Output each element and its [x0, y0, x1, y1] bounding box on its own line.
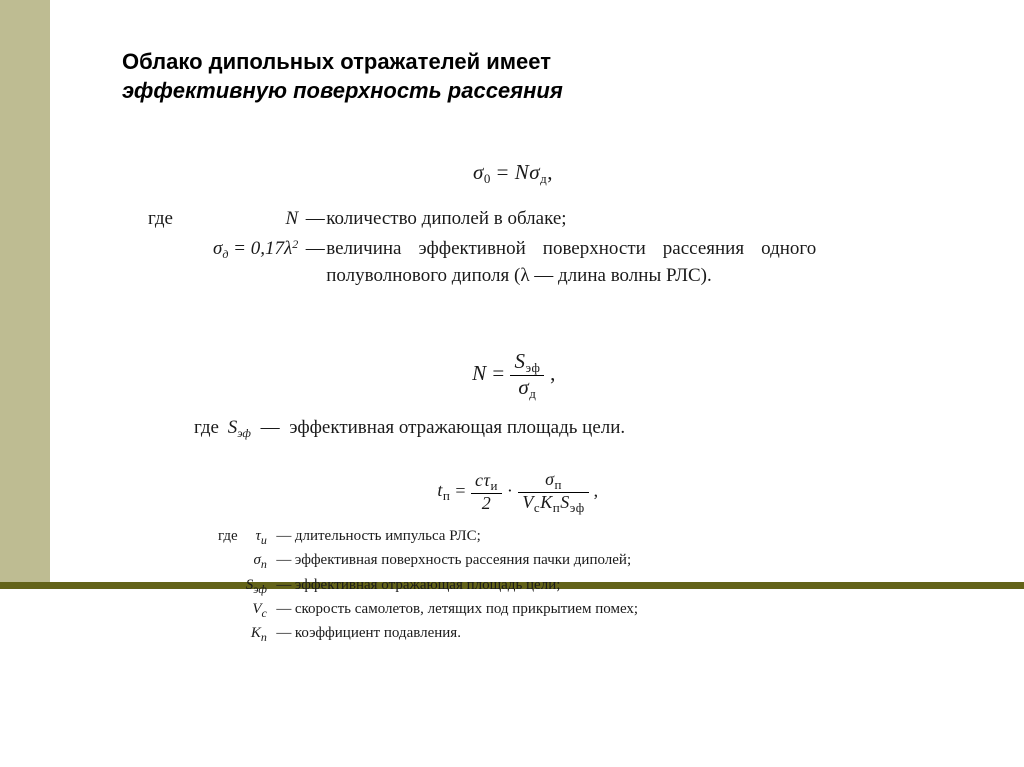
legend-text: скорость самолетов, летящих под прикрыти… [295, 599, 638, 623]
formula-block-2: N = Sэф σд , где Sэф — эффективная отраж… [194, 350, 834, 443]
legend-text: эффективная отражающая площадь цели; [295, 575, 638, 599]
title-line-1: Облако дипольных отражателей имеет [122, 48, 912, 77]
legend-symbol-Seff: Sэф [228, 414, 251, 442]
legend-text: коэффициент подавления. [295, 623, 638, 647]
legend-text: эффективная отражающая площадь цели. [289, 417, 625, 438]
legend-prefix: где [148, 205, 213, 235]
legend-text: количество диполей в облаке; [326, 205, 816, 235]
equation-N: N = Sэф σд , [194, 350, 834, 400]
legend-symbol-tau: τи [255, 526, 266, 548]
sidebar-block [0, 0, 50, 582]
legend-table-3: где τи — длительность импульса РЛС; σп —… [218, 526, 638, 647]
legend-symbol-Kp: Kп [251, 623, 267, 645]
slide-title: Облако дипольных отражателей имеет эффек… [122, 48, 912, 105]
formula-block-3: tп = cτи 2 · σп VcKпSэф , где τи — длите… [218, 470, 818, 647]
legend-prefix: где [218, 526, 246, 550]
legend-symbol-sigma-p: σп [253, 550, 266, 572]
legend-symbol-N: N [286, 205, 299, 233]
legend-table-1: где N — количество диполей в облаке; σд … [148, 205, 816, 292]
legend-symbol-Seff: Sэф [246, 575, 267, 597]
title-line-2: эффективную поверхность рассеяния [122, 77, 912, 106]
slide: Облако дипольных отражателей имеет эффек… [0, 0, 1024, 767]
legend-text: эффективная поверхность рассеяния пачки … [295, 550, 638, 574]
legend-text: длительность импульса РЛС; [295, 526, 638, 550]
equation-tp: tп = cτи 2 · σп VcKпSэф , [218, 470, 818, 514]
legend-text: величина эффективной поверхности рассеян… [326, 235, 816, 292]
equation-sigma0: σ0 = Nσд, [148, 160, 878, 187]
legend-prefix: где [194, 417, 219, 438]
legend-symbol-Vc: Vc [252, 599, 267, 621]
formula-block-1: σ0 = Nσд, где N — количество диполей в о… [148, 160, 878, 292]
legend-symbol-sigma-d: σд = 0,17λ2 [213, 235, 298, 263]
